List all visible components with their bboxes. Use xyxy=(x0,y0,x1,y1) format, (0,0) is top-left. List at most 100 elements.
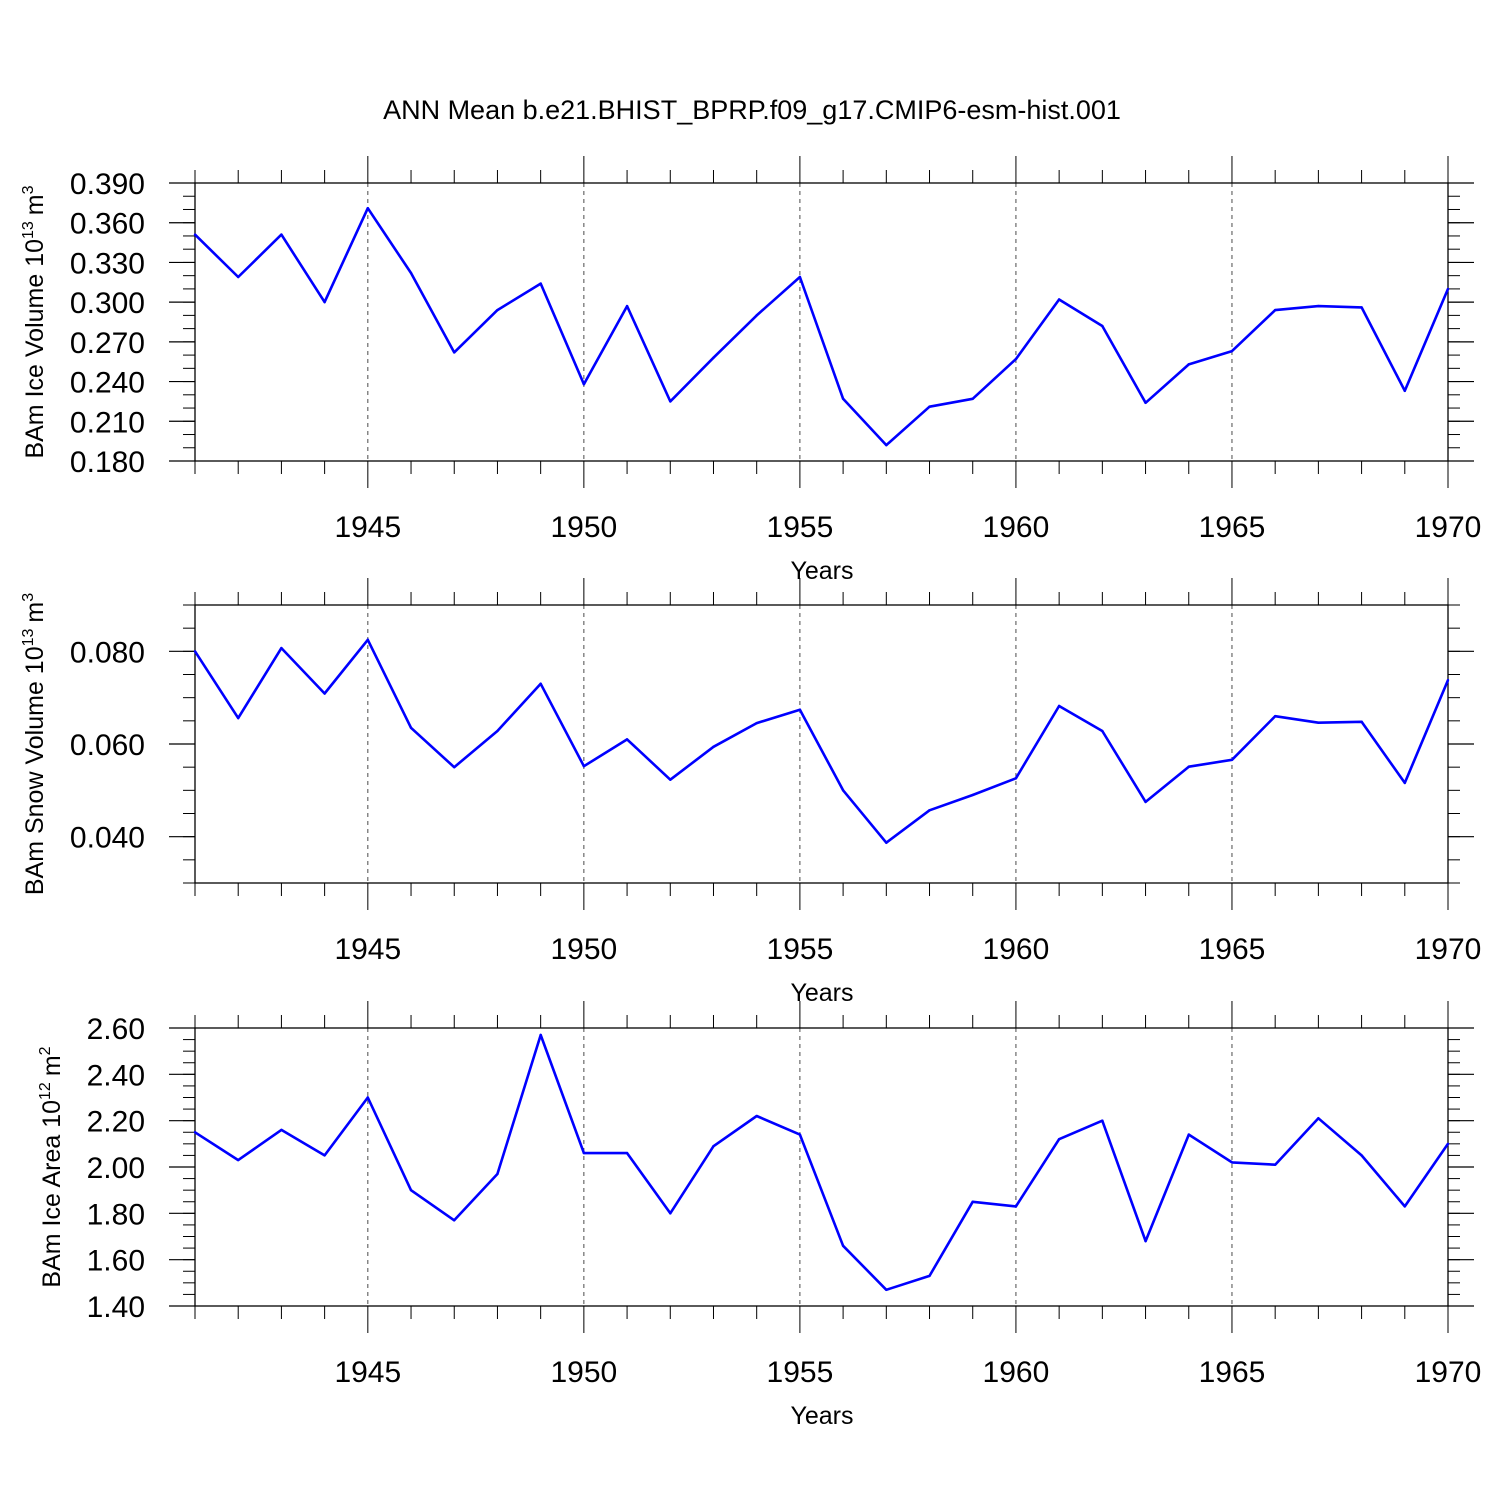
data-point-1963 xyxy=(1144,1239,1147,1243)
data-point-1969 xyxy=(1403,781,1406,785)
y-tick-label: 0.360 xyxy=(70,208,145,241)
data-point-1966 xyxy=(1273,308,1277,312)
data-point-1946 xyxy=(409,1188,413,1192)
y-axis-label-main: BAm Ice Volume 10 xyxy=(21,239,49,459)
data-point-1967 xyxy=(1317,1117,1320,1120)
figure-title: ANN Mean b.e21.BHIST_BPRP.f09_g17.CMIP6-… xyxy=(383,95,1121,125)
data-point-1943 xyxy=(280,646,283,650)
x-tick-label: 1960 xyxy=(983,1356,1050,1389)
y-tick-label: 1.80 xyxy=(87,1198,145,1231)
data-point-1962 xyxy=(1101,729,1104,733)
data-point-1949 xyxy=(539,282,542,285)
chart-panel-3: 1.40 1.60 1.80 2.00 2.20 2.40 2.60 1945 1950 1955… xyxy=(37,1001,1481,1430)
data-point-1950 xyxy=(582,383,586,386)
panels: 0.180 0.210 0.240 0.270 0.300 0.330 0.360 0.390… xyxy=(20,156,1481,1430)
data-point-1957 xyxy=(885,841,888,844)
data-point-1965 xyxy=(1230,1161,1234,1164)
data-point-1964 xyxy=(1187,1133,1190,1136)
data-point-1955 xyxy=(798,275,802,279)
data-point-1951 xyxy=(625,1151,629,1155)
y-axis-label-unit: m xyxy=(21,194,49,215)
x-tick-label: 1950 xyxy=(550,933,617,966)
data-point-1968 xyxy=(1360,1154,1363,1157)
data-point-1957 xyxy=(885,1288,888,1291)
x-tick-label: 1960 xyxy=(983,933,1050,966)
x-tick-label: 1965 xyxy=(1199,1356,1266,1389)
data-point-1970 xyxy=(1446,1142,1450,1146)
data-point-1942 xyxy=(237,275,240,279)
data-point-1970 xyxy=(1446,287,1450,291)
data-point-1959 xyxy=(971,1200,974,1203)
data-point-1950 xyxy=(582,765,586,768)
data-point-1964 xyxy=(1187,363,1190,366)
y-tick-label: 0.330 xyxy=(70,247,145,280)
y-axis-label-unit-exponent: 3 xyxy=(20,593,37,602)
data-point-1945 xyxy=(366,638,370,641)
y-tick-label: 1.40 xyxy=(87,1291,145,1324)
data-point-1949 xyxy=(539,1033,542,1037)
data-point-1942 xyxy=(237,1158,240,1162)
x-tick-label: 1970 xyxy=(1415,933,1482,966)
x-tick-label: 1950 xyxy=(550,1356,617,1389)
data-point-1944 xyxy=(323,1154,326,1157)
y-axis-label-main: BAm Ice Area 10 xyxy=(38,1100,66,1288)
x-tick-label: 1955 xyxy=(767,933,834,966)
y-tick-label: 0.390 xyxy=(70,168,145,201)
chart-panel-1: 0.180 0.210 0.240 0.270 0.300 0.330 0.360 0.390… xyxy=(20,156,1481,585)
data-point-1956 xyxy=(841,789,845,792)
data-point-1941 xyxy=(193,1131,197,1134)
data-point-1955 xyxy=(798,708,802,711)
data-point-1962 xyxy=(1101,1119,1104,1122)
data-point-1970 xyxy=(1446,678,1450,682)
y-axis-label-unit-exponent: 3 xyxy=(20,185,37,194)
y-axis-label-exponent: 13 xyxy=(20,628,37,646)
y-axis-label-unit: m xyxy=(38,1055,66,1076)
data-point-1968 xyxy=(1360,720,1363,723)
data-point-1963 xyxy=(1144,401,1147,404)
data-point-1965 xyxy=(1230,758,1234,761)
data-point-1964 xyxy=(1187,765,1190,768)
y-tick-label: 2.20 xyxy=(87,1106,145,1139)
data-point-1952 xyxy=(669,778,672,781)
data-point-1944 xyxy=(323,300,326,304)
data-point-1947 xyxy=(453,1219,456,1222)
data-point-1961 xyxy=(1057,298,1061,301)
y-tick-label: 0.060 xyxy=(70,729,145,762)
data-point-1958 xyxy=(928,1274,931,1278)
x-axis-label: Years xyxy=(790,979,853,1007)
x-tick-label: 1955 xyxy=(767,511,834,544)
y-axis-label: BAm Snow Volume 1013 m3 xyxy=(20,593,49,895)
data-point-1945 xyxy=(366,1096,370,1099)
y-axis-label-main: BAm Snow Volume 10 xyxy=(21,646,49,895)
series-line xyxy=(193,638,1450,845)
data-point-1943 xyxy=(280,233,283,236)
data-point-1946 xyxy=(409,726,413,729)
data-point-1960 xyxy=(1014,1205,1018,1208)
data-point-1953 xyxy=(712,1144,715,1148)
data-point-1967 xyxy=(1317,304,1320,308)
data-point-1958 xyxy=(928,405,931,408)
data-point-1962 xyxy=(1101,324,1104,328)
y-tick-label: 1.60 xyxy=(87,1245,145,1278)
x-tick-label: 1945 xyxy=(334,511,401,544)
y-tick-label: 0.040 xyxy=(70,822,145,855)
x-tick-label: 1950 xyxy=(550,511,617,544)
data-point-1956 xyxy=(841,1244,845,1247)
data-point-1966 xyxy=(1273,1163,1277,1166)
x-tick-label: 1955 xyxy=(767,1356,834,1389)
data-point-1960 xyxy=(1014,777,1018,780)
y-tick-label: 0.080 xyxy=(70,636,145,669)
data-point-1969 xyxy=(1403,389,1406,393)
y-axis-label-unit: m xyxy=(21,602,49,623)
data-point-1948 xyxy=(496,308,499,312)
data-point-1959 xyxy=(971,397,974,400)
data-point-1943 xyxy=(280,1128,283,1132)
data-point-1949 xyxy=(539,682,542,685)
data-point-1948 xyxy=(496,729,499,733)
x-tick-label: 1960 xyxy=(983,511,1050,544)
data-point-1947 xyxy=(453,765,456,769)
data-point-1956 xyxy=(841,397,845,400)
data-point-1966 xyxy=(1273,715,1277,718)
y-tick-label: 0.240 xyxy=(70,367,145,400)
